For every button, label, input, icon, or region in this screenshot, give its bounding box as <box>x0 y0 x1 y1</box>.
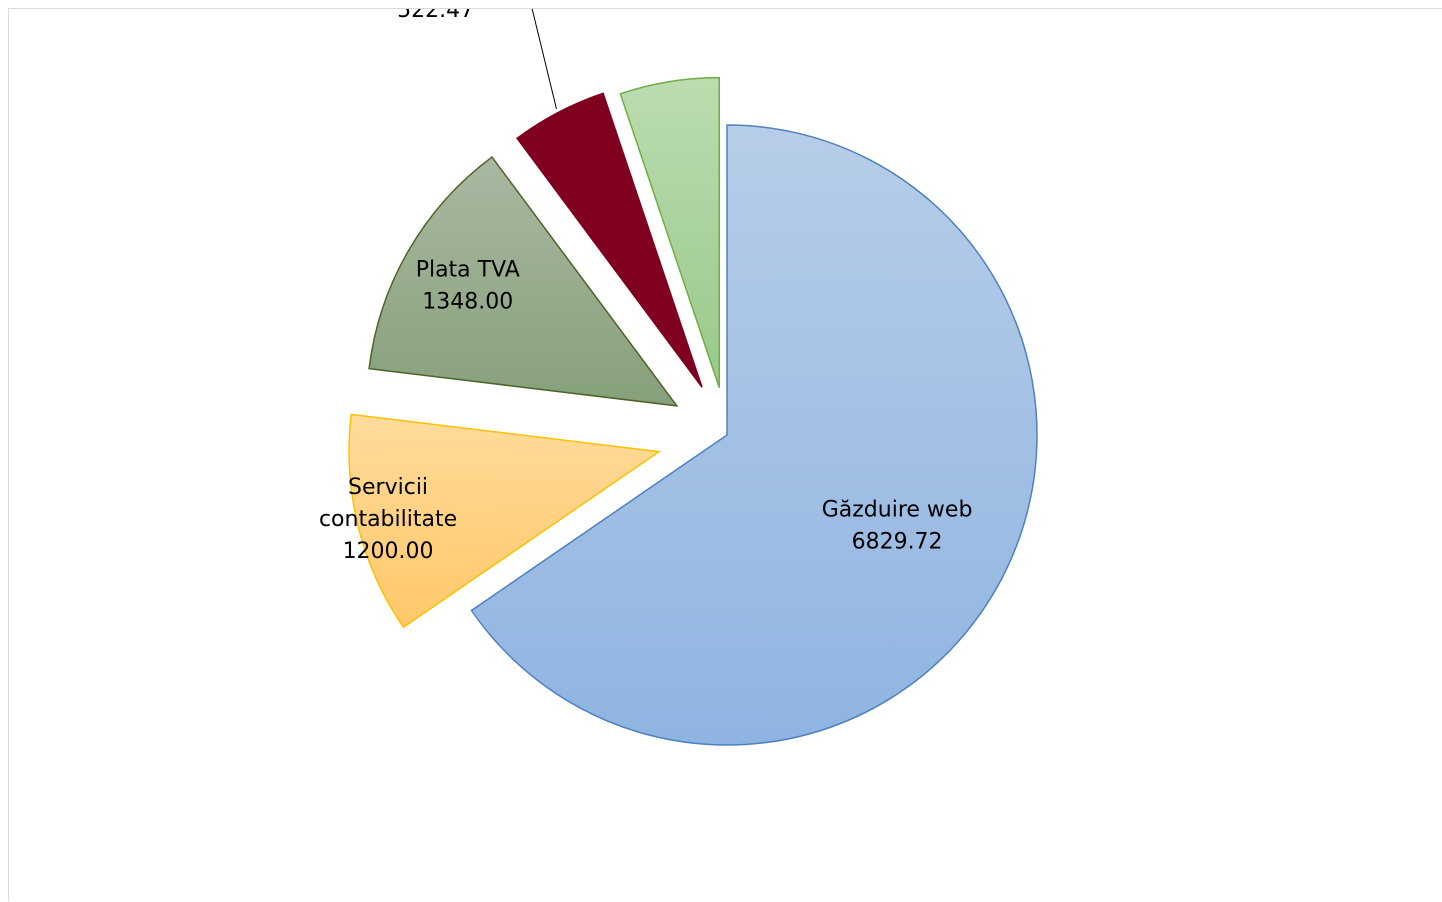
pie-slice-comisioane-bancare <box>619 76 720 388</box>
data-label-deplasare-evenimente: Deplasareevenimente522.47 <box>370 9 501 23</box>
data-label-gazduire-web: Găzduire web 6829.72 <box>822 498 973 555</box>
data-label-plata-tva: Plata TVA 1348.00 <box>416 257 520 314</box>
pie-slice-deplasare-evenimente <box>516 92 703 388</box>
leader-line-deplasare-evenimente <box>531 9 557 110</box>
data-labels: Găzduire web 6829.72 Servicii contabilitate… <box>319 9 972 564</box>
chart-area: Găzduire web 6829.72 Servicii contabilitate… <box>8 8 1442 901</box>
pie-slice-servicii-contabilitate <box>348 413 662 629</box>
pie-slice-plata-tva <box>368 156 679 407</box>
slices-layer <box>348 76 1038 746</box>
leader-lines <box>531 9 557 110</box>
pie-chart: Găzduire web 6829.72 Servicii contabilitate… <box>319 9 1038 746</box>
pie-slice-gazduire-web <box>470 124 1038 746</box>
data-label-servicii-contabilitate: Servicii contabilitate 1200.00 <box>319 475 457 564</box>
